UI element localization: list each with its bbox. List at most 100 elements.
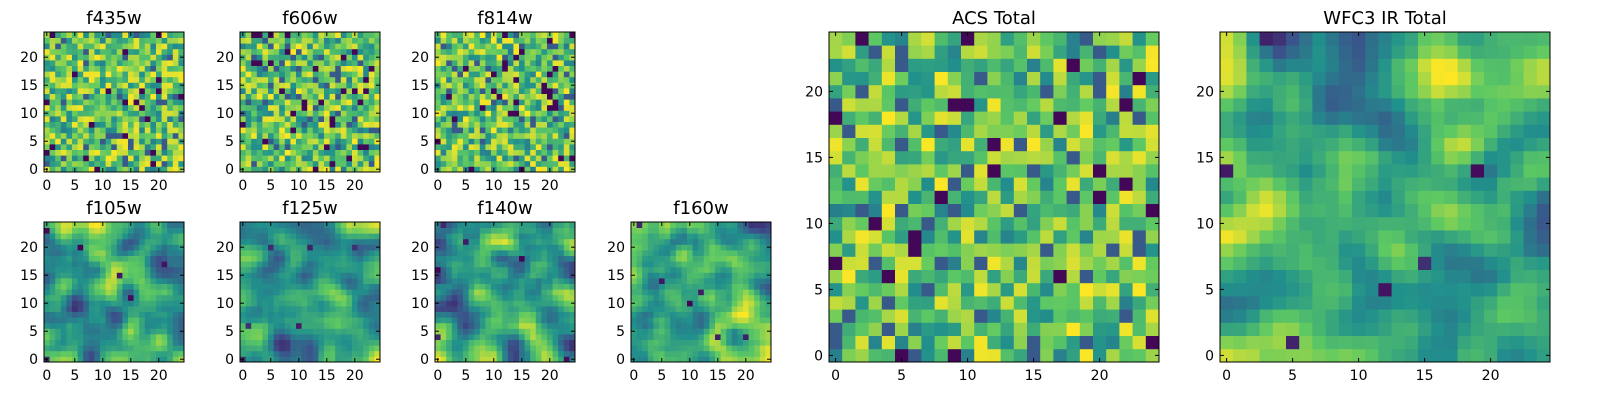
heatmap-cell [167, 127, 174, 134]
heatmap-cell [759, 311, 766, 318]
heatmap-cell [558, 278, 565, 284]
heatmap-cell [83, 334, 90, 340]
heatmap-cell [720, 328, 727, 335]
heatmap-cell [335, 322, 342, 329]
heatmap-cell [116, 88, 123, 94]
heatmap-cell [563, 227, 570, 234]
heatmap-cell [49, 160, 56, 167]
heatmap-cell [172, 144, 179, 150]
heatmap-cell [72, 127, 78, 134]
heatmap-cell [754, 244, 761, 251]
heatmap-cell [842, 269, 856, 284]
heatmap-cell [474, 88, 481, 94]
heatmap-cell [60, 250, 67, 256]
heatmap-cell [485, 32, 492, 38]
heatmap-cell [496, 300, 503, 307]
heatmap-cell [262, 317, 269, 324]
heatmap-cell [642, 356, 649, 363]
heatmap-cell [647, 266, 654, 273]
heatmap-cell [284, 121, 291, 128]
heatmap-cell [715, 311, 721, 318]
heatmap-cell [105, 149, 112, 156]
heatmap-cell [290, 289, 297, 296]
heatmap-cell [167, 278, 174, 284]
heatmap-cell [178, 233, 185, 240]
heatmap-cell [111, 88, 118, 94]
heatmap-cell [541, 278, 548, 284]
heatmap-cell [72, 76, 78, 83]
heatmap-cell [463, 317, 469, 324]
heatmap-cell [759, 250, 766, 256]
heatmap-cell [346, 71, 353, 78]
heatmap-cell [446, 93, 453, 100]
heatmap-cell [318, 149, 325, 156]
heatmap-cell [463, 350, 469, 357]
heatmap-cell [60, 266, 67, 273]
heatmap-cell [284, 311, 291, 318]
heatmap-cell [161, 339, 168, 346]
heatmap-cell [507, 160, 514, 167]
heatmap-cell [144, 272, 151, 279]
heatmap-cell [368, 328, 375, 335]
heatmap-cell [357, 32, 364, 38]
heatmap-cell [485, 121, 492, 128]
heatmap-cell [547, 244, 553, 251]
heatmap-cell [60, 356, 67, 363]
heatmap-cell [664, 294, 671, 301]
heatmap-cell [167, 238, 174, 245]
heatmap-cell [139, 99, 146, 106]
heatmap-cell [329, 356, 336, 363]
heatmap-cell [563, 255, 570, 262]
heatmap-cell [485, 127, 492, 134]
y-tick-label: 0 [616, 352, 625, 368]
heatmap-cell [60, 144, 67, 150]
heatmap-cell [329, 144, 336, 150]
heatmap-cell [340, 116, 347, 122]
heatmap-cell [296, 283, 302, 290]
heatmap-cell [754, 272, 761, 279]
heatmap-cell [178, 127, 185, 134]
heatmap-cell [703, 328, 710, 335]
heatmap-cell [1106, 309, 1120, 323]
heatmap-cell [440, 32, 447, 38]
heatmap-cell [111, 166, 118, 173]
heatmap-cell [524, 300, 531, 307]
heatmap-cell [547, 127, 553, 134]
heatmap-cell [743, 289, 749, 296]
heatmap-cell [374, 322, 381, 329]
heatmap-cell [726, 238, 733, 245]
heatmap-cell [279, 82, 286, 89]
heatmap-cell [240, 345, 246, 352]
heatmap-cell [66, 37, 73, 44]
heatmap-cell [363, 76, 370, 83]
heatmap-cell [312, 238, 319, 245]
heatmap-cell [491, 149, 497, 156]
heatmap-cell [83, 261, 90, 268]
heatmap-cell [435, 238, 441, 245]
heatmap-cell [290, 121, 297, 128]
heatmap-cell [552, 350, 559, 357]
heatmap-cell [172, 278, 179, 284]
heatmap-cell [72, 88, 78, 94]
heatmap-cell [340, 227, 347, 234]
heatmap-cell [273, 306, 280, 312]
heatmap-cell [519, 266, 525, 273]
heatmap-cell [340, 294, 347, 301]
heatmap-cell [1132, 269, 1147, 284]
heatmap-cell [144, 328, 151, 335]
heatmap-cell [507, 54, 514, 61]
heatmap-cell [363, 339, 370, 346]
heatmap-cell [446, 339, 453, 346]
heatmap-cell [440, 76, 447, 83]
heatmap-cell [251, 99, 258, 106]
heatmap-cell [83, 93, 90, 100]
heatmap-cell [737, 278, 744, 284]
heatmap-cell [167, 138, 174, 145]
heatmap-cell [446, 82, 453, 89]
heatmap-cell [49, 71, 56, 78]
heatmap-cell [513, 255, 520, 262]
heatmap-cell [144, 121, 151, 128]
heatmap-cell [352, 339, 358, 346]
heatmap-cell [312, 311, 319, 318]
heatmap-cell [156, 88, 162, 94]
